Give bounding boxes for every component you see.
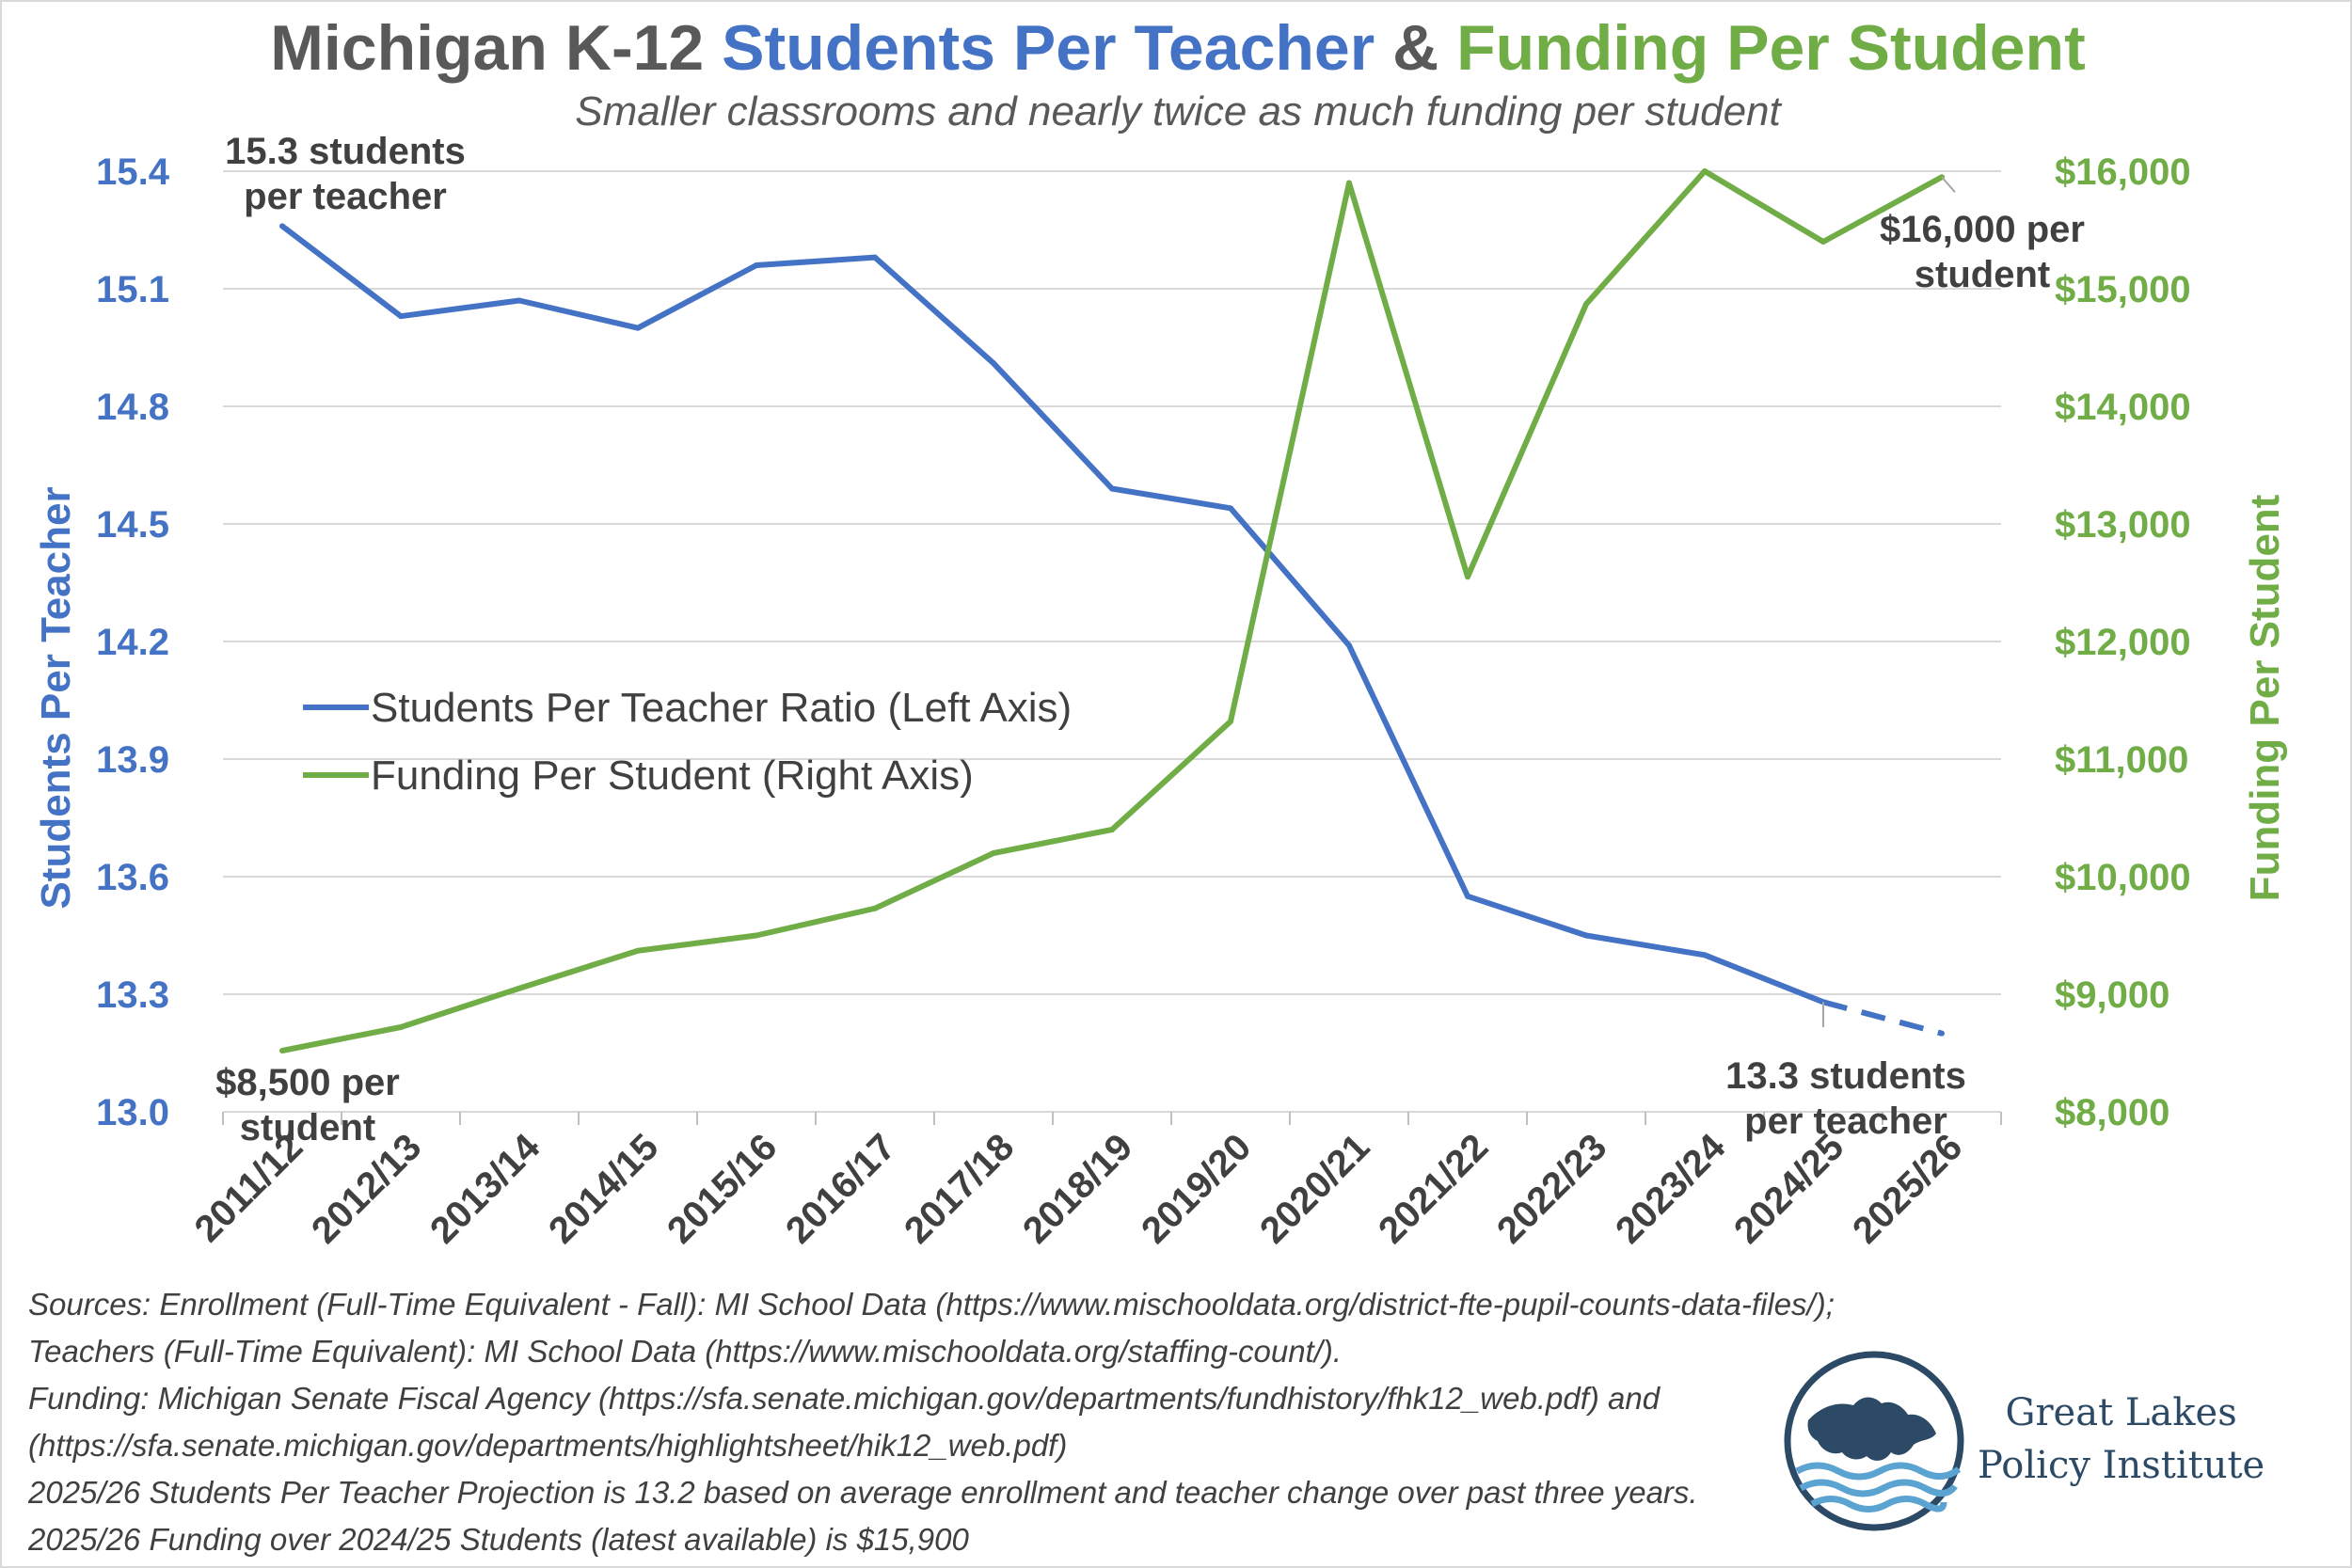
- x-tick-label: 2022/23: [1489, 1126, 1614, 1251]
- annotation-leader-line: [1941, 176, 1956, 193]
- annotation-text: per teacher: [1744, 1101, 1947, 1142]
- data-point-students-per-teacher: [1702, 952, 1708, 958]
- sources-note: Sources: Enrollment (Full-Time Equivalen…: [28, 1281, 1835, 1563]
- y-right-tick-label: $15,000: [2055, 269, 2191, 310]
- y-left-tick-label: 14.2: [96, 622, 169, 663]
- x-tick-label: 2025/26: [1845, 1126, 1970, 1251]
- annotation-text: $16,000 per: [1880, 209, 2085, 250]
- data-point-funding-per-student: [1465, 574, 1470, 580]
- data-point-students-per-teacher: [872, 254, 878, 261]
- annotation-text: $8,500 per: [215, 1062, 400, 1103]
- x-tick-label: 2015/16: [660, 1126, 785, 1251]
- x-tick-label: 2014/15: [541, 1126, 666, 1251]
- chart-subtitle: Smaller classrooms and nearly twice as m…: [575, 88, 1781, 135]
- x-tick-label: 2019/20: [1134, 1126, 1259, 1251]
- logo-line-2: Policy Institute: [1978, 1444, 2265, 1487]
- annotation-text: 15.3 students: [225, 131, 466, 172]
- title-part-3: &: [1375, 12, 1457, 84]
- source-line: 2025/26 Students Per Teacher Projection …: [28, 1475, 1698, 1510]
- x-tick-label: 2018/19: [1015, 1126, 1140, 1251]
- annotation-text: 13.3 students: [1725, 1055, 1966, 1097]
- y-right-tick-label: $16,000: [2055, 151, 2191, 193]
- logo-line-1: Great Lakes: [2005, 1391, 2237, 1434]
- x-tick-label: 2023/24: [1608, 1126, 1734, 1252]
- data-point-students-per-teacher: [1228, 505, 1233, 512]
- data-point-funding-per-student: [991, 850, 996, 856]
- source-line: Sources: Enrollment (Full-Time Equivalen…: [28, 1287, 1835, 1322]
- data-point-funding-per-student: [279, 1048, 285, 1053]
- y-right-tick-label: $10,000: [2055, 857, 2191, 898]
- data-point-students-per-teacher: [1465, 893, 1470, 899]
- title-part-4: Funding Per Student: [1456, 12, 2086, 84]
- y-left-tick-label: 14.8: [96, 387, 169, 428]
- y-left-tick-label: 13.3: [96, 974, 169, 1016]
- data-point-funding-per-student: [1702, 168, 1708, 174]
- y-right-tick-label: $12,000: [2055, 622, 2191, 663]
- legend-label-funding-per-student: Funding Per Student (Right Axis): [371, 752, 974, 799]
- title-part-1: Michigan K-12: [270, 12, 723, 84]
- x-tick-label: 2017/18: [897, 1126, 1022, 1251]
- data-point-students-per-teacher: [991, 360, 996, 367]
- y-left-tick-label: 15.4: [96, 151, 170, 193]
- data-point-funding-per-student: [516, 985, 522, 991]
- data-point-funding-per-student: [1583, 301, 1589, 308]
- y-right-axis-title: Funding Per Student: [2242, 494, 2288, 901]
- y-left-axis-title: Students Per Teacher: [33, 486, 79, 909]
- chart-title: Michigan K-12 Students Per Teacher & Fun…: [2, 11, 2352, 85]
- logo-text: Great Lakes Policy Institute: [1978, 1386, 2265, 1492]
- x-tick-label: 2016/17: [778, 1126, 903, 1251]
- source-line: Funding: Michigan Senate Fiscal Agency (…: [28, 1381, 1661, 1416]
- y-right-tick-label: $11,000: [2055, 739, 2188, 781]
- annotation-text: per teacher: [244, 176, 447, 217]
- data-point-funding-per-student: [1228, 719, 1233, 724]
- data-point-funding-per-student: [1346, 180, 1352, 186]
- x-tick-label: 2020/21: [1252, 1126, 1377, 1251]
- data-point-students-per-teacher: [1583, 932, 1589, 939]
- series-line-students-per-teacher: [280, 223, 1825, 1006]
- data-point-students-per-teacher: [279, 223, 285, 230]
- data-point-funding-per-student: [635, 947, 641, 954]
- y-right-tick-label: $8,000: [2055, 1092, 2169, 1133]
- y-left-tick-label: 13.6: [96, 857, 169, 898]
- title-part-2: Students Per Teacher: [722, 12, 1375, 84]
- y-right-tick-label: $9,000: [2055, 974, 2169, 1016]
- data-point-students-per-teacher: [398, 313, 404, 320]
- great-lakes-logo-icon: [1784, 1351, 1964, 1531]
- data-point-students-per-teacher: [1109, 485, 1115, 492]
- y-right-tick-label: $13,000: [2055, 504, 2191, 546]
- y-left-tick-label: 15.1: [96, 269, 169, 310]
- annotation-text: student: [1915, 254, 2050, 295]
- source-line: (https://sfa.senate.michigan.gov/departm…: [28, 1428, 1068, 1463]
- y-right-tick-label: $14,000: [2055, 387, 2191, 428]
- data-point-students-per-teacher: [1939, 1030, 1945, 1037]
- source-line: Teachers (Full-Time Equivalent): MI Scho…: [28, 1334, 1343, 1369]
- legend-label-students-per-teacher: Students Per Teacher Ratio (Left Axis): [371, 685, 1072, 731]
- line-chart: 13.0 13.3 13.6 13.9 14.2 14.5 14.8 15.1 15.4 $8,0…: [33, 131, 2288, 1252]
- data-point-funding-per-student: [1820, 239, 1826, 245]
- x-tick-label: 2021/22: [1371, 1126, 1496, 1251]
- data-point-students-per-teacher: [516, 297, 522, 304]
- data-point-students-per-teacher: [1346, 642, 1352, 649]
- data-point-students-per-teacher: [635, 325, 641, 331]
- data-point-funding-per-student: [872, 905, 878, 911]
- data-point-students-per-teacher: [754, 262, 759, 268]
- x-tick-label: 2013/14: [422, 1126, 548, 1252]
- data-point-funding-per-student: [398, 1024, 404, 1030]
- x-tick-label: 2024/25: [1726, 1126, 1851, 1251]
- data-point-funding-per-student: [754, 932, 759, 939]
- y-left-tick-label: 14.5: [96, 504, 169, 546]
- series-line-students-per-teacher-projection: [1822, 999, 1943, 1037]
- y-left-tick-label: 13.9: [96, 739, 169, 781]
- y-left-tick-label: 13.0: [96, 1092, 169, 1133]
- annotation-text: student: [240, 1107, 375, 1148]
- source-line: 2025/26 Funding over 2024/25 Students (l…: [28, 1522, 969, 1557]
- data-point-funding-per-student: [1109, 827, 1115, 832]
